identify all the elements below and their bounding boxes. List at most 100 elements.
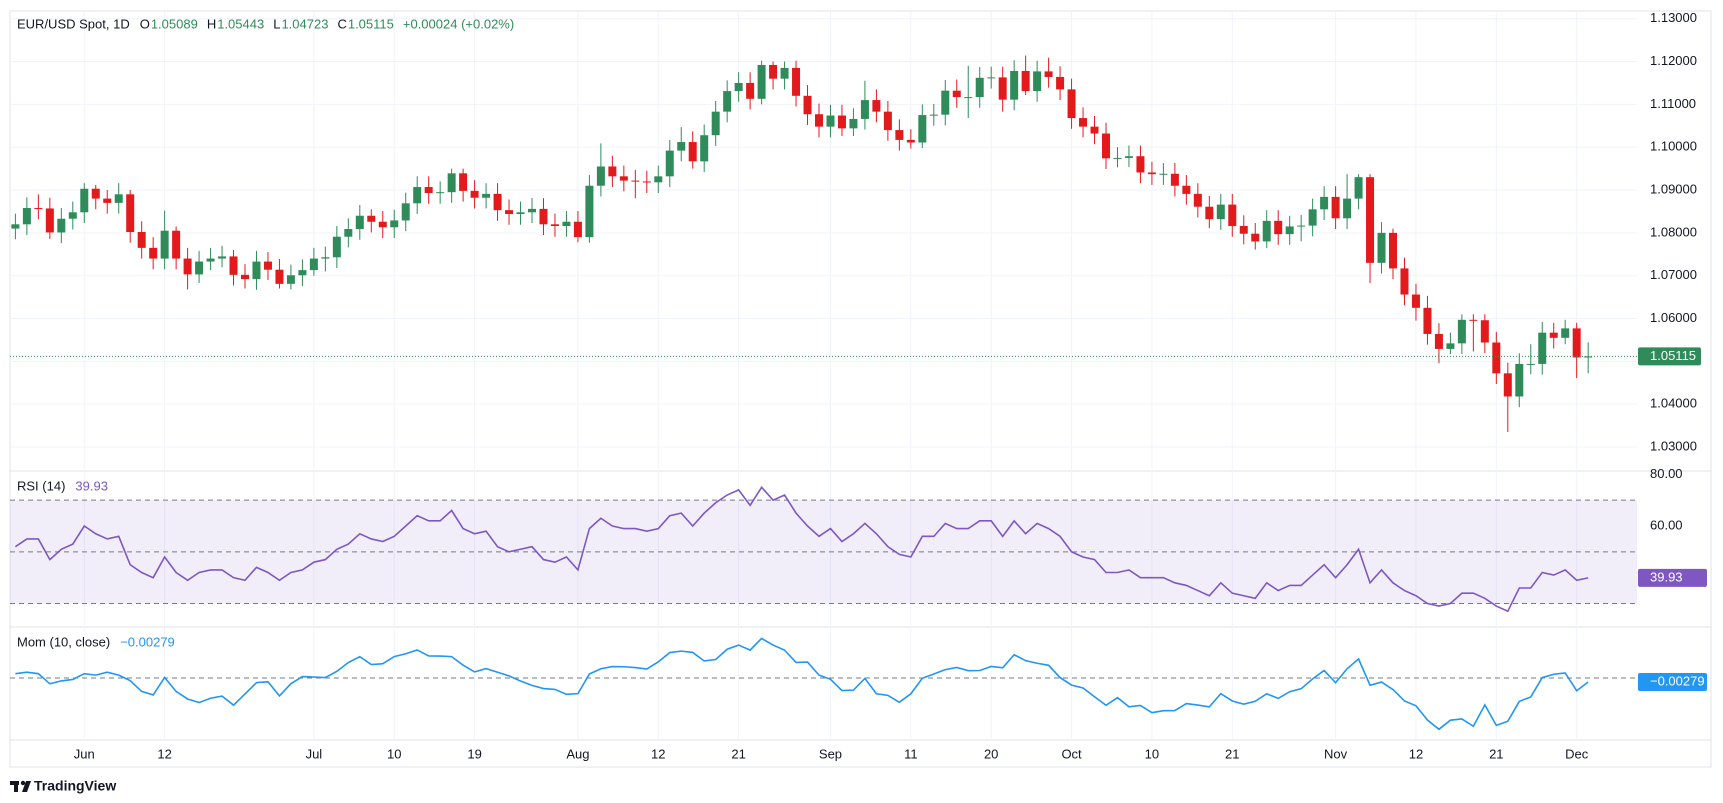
candle-body — [149, 247, 158, 259]
candle-body — [1331, 196, 1340, 219]
candle-body — [769, 64, 778, 79]
pane-title: Mom (10, close) — [17, 634, 110, 649]
indicator-line — [14, 485, 1589, 613]
candle-body — [1572, 328, 1581, 358]
candle-body — [1584, 356, 1593, 358]
candle-body — [68, 212, 77, 219]
candle-body — [424, 187, 433, 194]
candle-body — [1182, 185, 1191, 194]
candle-body — [757, 64, 766, 99]
last-price-label: 1.05115 — [1650, 348, 1696, 363]
candle-body — [815, 114, 823, 127]
candle-body — [539, 208, 548, 225]
candle-body — [1090, 126, 1099, 134]
candle-body — [1446, 343, 1455, 349]
candle-body — [1389, 232, 1397, 269]
candle-body — [252, 261, 261, 280]
candle-body — [1469, 319, 1478, 321]
candle-body — [1354, 177, 1363, 199]
candle-body — [11, 224, 20, 229]
candle-body — [1366, 177, 1375, 263]
candle-body — [1503, 373, 1512, 397]
y-tick-label: 1.07000 — [1650, 267, 1697, 282]
candle-body — [45, 208, 54, 233]
candle-body — [550, 224, 559, 227]
candle-body — [792, 67, 801, 96]
candle-body — [1021, 70, 1030, 92]
candle-body — [1033, 71, 1042, 92]
candle-body — [619, 176, 628, 181]
candle-body — [309, 258, 318, 271]
candle-body — [263, 261, 272, 270]
candle-body — [700, 135, 709, 162]
candle-body — [987, 77, 996, 79]
candle-body — [723, 91, 732, 112]
candle-body — [677, 142, 686, 151]
x-tick-label: Nov — [1324, 746, 1348, 761]
candle-body — [218, 256, 227, 259]
candle-body — [1411, 294, 1420, 308]
candle-body — [665, 150, 674, 177]
candle-body — [470, 190, 479, 198]
candle-body — [1113, 157, 1122, 159]
logo — [10, 780, 31, 792]
candle-body — [493, 193, 502, 211]
candle-body — [1010, 70, 1019, 100]
pane-value: 39.93 — [75, 478, 108, 493]
x-tick-label: 21 — [1225, 746, 1239, 761]
candle-body — [482, 193, 491, 198]
candle-body — [849, 118, 858, 129]
candle-body — [1102, 133, 1110, 159]
y-tick-label: 1.04000 — [1650, 396, 1697, 411]
header-o-label: O — [140, 16, 150, 31]
candle-body — [1136, 156, 1145, 173]
candle-body — [654, 176, 663, 183]
candle-body — [975, 77, 984, 98]
candle-body — [355, 215, 364, 230]
indicator-line — [15, 637, 1589, 731]
candle-body — [57, 218, 66, 233]
header-h-label: H — [207, 16, 216, 31]
x-tick-label: Jul — [306, 746, 323, 761]
x-tick-label: Oct — [1061, 746, 1082, 761]
candle-body — [826, 115, 835, 127]
candle-body — [1308, 209, 1317, 226]
candle-body — [746, 82, 755, 99]
y-tick-label: 60.00 — [1650, 517, 1683, 532]
header-low: 1.04723 — [281, 16, 328, 31]
candle-body — [688, 142, 697, 162]
candle-body — [860, 100, 869, 119]
x-tick-label: 11 — [904, 746, 918, 761]
header-change: +0.00024 (+0.02%) — [403, 16, 514, 31]
candle-body — [1526, 363, 1535, 365]
header-symbol: EUR/USD Spot, 1D — [17, 16, 130, 31]
candle-body — [1205, 206, 1214, 220]
candle-body — [1124, 156, 1133, 158]
candles — [11, 55, 1593, 433]
candle-body — [321, 257, 330, 259]
y-tick-label: 1.08000 — [1650, 224, 1697, 239]
candle-body — [1285, 226, 1294, 235]
candle-body — [780, 67, 789, 79]
x-tick-label: 19 — [467, 746, 481, 761]
candle-body — [608, 166, 617, 177]
candle-body — [573, 221, 582, 238]
value-box-label: 39.93 — [1650, 569, 1683, 584]
candle-body — [1480, 320, 1489, 343]
candle-body — [1492, 342, 1501, 374]
candle-body — [596, 166, 605, 186]
candle-body — [1170, 173, 1179, 186]
candle-body — [929, 114, 938, 116]
candle-body — [1434, 333, 1443, 349]
candle-body — [436, 192, 445, 194]
candle-body — [160, 230, 169, 259]
candle-body — [413, 187, 422, 204]
pane-title: RSI (14) — [17, 478, 65, 493]
header-c-label: C — [337, 16, 346, 31]
pane-value: −0.00279 — [120, 634, 175, 649]
value-box — [1638, 673, 1707, 692]
candle-body — [332, 236, 341, 258]
candle-body — [1147, 172, 1156, 175]
candle-body — [1561, 328, 1570, 338]
